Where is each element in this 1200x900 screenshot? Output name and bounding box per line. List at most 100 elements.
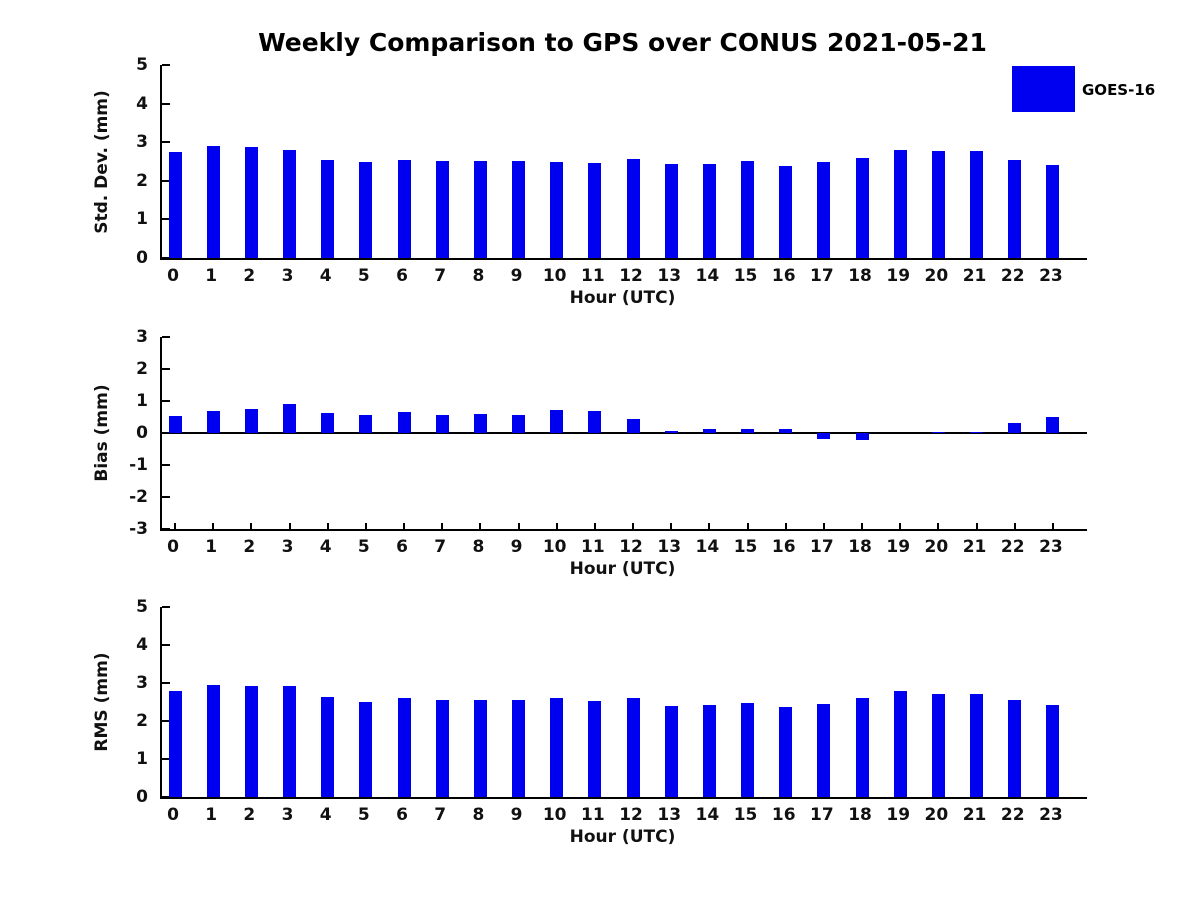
plot-area-bias xyxy=(160,336,1087,531)
bar-hour-8 xyxy=(473,414,487,433)
bar-hour-16 xyxy=(779,165,793,258)
y-tick-mark xyxy=(162,496,170,498)
plot-area-std-dev xyxy=(160,64,1087,260)
bar-hour-18 xyxy=(855,433,869,441)
x-tick-mark xyxy=(670,523,673,529)
x-tick-label: 13 xyxy=(657,266,682,286)
bar-hour-11 xyxy=(588,410,602,433)
x-tick-mark xyxy=(555,523,558,529)
x-tick-label: 0 xyxy=(167,537,179,557)
y-tick-mark xyxy=(162,336,170,338)
x-tick-mark xyxy=(288,523,291,529)
bar-hour-15 xyxy=(741,429,755,433)
x-tick-label: 19 xyxy=(886,805,911,825)
bar-hour-9 xyxy=(512,160,526,258)
x-tick-mark xyxy=(1051,523,1054,529)
x-tick-label: 20 xyxy=(924,266,949,286)
y-tick-mark xyxy=(162,682,170,684)
x-tick-mark xyxy=(1013,523,1016,529)
x-tick-label: 23 xyxy=(1039,537,1063,557)
x-tick-label: 16 xyxy=(771,537,796,557)
bar-hour-6 xyxy=(397,698,411,797)
x-tick-label: 14 xyxy=(695,805,720,825)
y-axis-label: Std. Dev. (mm) xyxy=(92,89,112,234)
x-tick-label: 5 xyxy=(357,266,370,286)
x-tick-mark xyxy=(937,523,940,529)
y-tick-mark xyxy=(162,179,170,182)
bar-hour-12 xyxy=(626,698,640,797)
x-tick-label: 21 xyxy=(962,805,987,825)
bar-hour-8 xyxy=(473,699,487,797)
bar-hour-1 xyxy=(206,146,220,258)
bar-hour-4 xyxy=(321,697,335,797)
x-tick-mark xyxy=(326,523,329,529)
y-tick-label: -2 xyxy=(129,487,148,507)
x-tick-label: 15 xyxy=(733,537,758,557)
x-tick-label: 11 xyxy=(581,266,605,286)
bar-hour-22 xyxy=(1008,700,1022,797)
x-tick-label: 17 xyxy=(810,266,834,286)
x-tick-mark xyxy=(441,523,444,529)
y-tick-mark xyxy=(162,606,170,608)
x-tick-label: 23 xyxy=(1039,805,1063,825)
x-tick-mark xyxy=(975,523,978,529)
x-tick-label: 13 xyxy=(657,537,682,557)
x-tick-mark xyxy=(784,523,787,529)
x-tick-label: 18 xyxy=(848,266,872,286)
x-tick-label: 9 xyxy=(510,805,523,825)
x-tick-label: 12 xyxy=(619,266,643,286)
y-tick-mark xyxy=(162,796,170,798)
bar-hour-12 xyxy=(626,158,640,258)
x-tick-mark xyxy=(364,523,367,529)
bar-hour-20 xyxy=(931,693,945,797)
x-tick-label: 9 xyxy=(510,537,523,557)
y-tick-label: 2 xyxy=(136,359,148,379)
bar-hour-6 xyxy=(397,159,411,258)
y-axis-label: Bias (mm) xyxy=(92,384,112,482)
y-tick-label: 3 xyxy=(136,132,148,153)
bar-hour-2 xyxy=(244,686,258,797)
x-tick-label: 2 xyxy=(243,537,256,557)
x-tick-label: 10 xyxy=(542,537,567,557)
legend-swatch-goes16 xyxy=(1012,66,1075,112)
x-tick-label: 7 xyxy=(434,805,447,825)
x-tick-label: 15 xyxy=(733,805,758,825)
bar-hour-9 xyxy=(512,699,526,797)
y-tick-label: 3 xyxy=(136,327,148,347)
y-tick-mark xyxy=(162,102,170,105)
x-tick-mark xyxy=(899,523,902,529)
x-tick-label: 6 xyxy=(396,805,408,825)
x-tick-mark xyxy=(861,523,864,529)
bar-hour-19 xyxy=(893,149,907,258)
x-tick-mark xyxy=(174,523,176,529)
bar-hour-13 xyxy=(664,431,678,433)
x-tick-label: 1 xyxy=(205,266,218,286)
x-tick-label: 22 xyxy=(1000,805,1025,825)
y-tick-label: 1 xyxy=(136,209,148,230)
y-tick-label: 0 xyxy=(136,787,148,807)
x-tick-label: 4 xyxy=(319,537,332,557)
bar-hour-14 xyxy=(702,163,716,258)
bar-hour-17 xyxy=(817,703,831,797)
bar-hour-20 xyxy=(931,432,945,433)
bar-hour-10 xyxy=(550,409,564,433)
x-tick-label: 14 xyxy=(695,266,720,286)
x-tick-label: 7 xyxy=(434,537,447,557)
x-tick-label: 6 xyxy=(396,537,408,557)
y-tick-mark xyxy=(162,758,170,760)
x-tick-label: 10 xyxy=(542,266,567,286)
y-tick-mark xyxy=(162,644,170,646)
x-tick-mark xyxy=(403,523,406,529)
x-tick-label: 19 xyxy=(886,537,911,557)
x-tick-label: 23 xyxy=(1039,266,1063,286)
bar-hour-3 xyxy=(283,686,296,797)
y-tick-mark xyxy=(162,400,170,402)
y-tick-mark xyxy=(162,141,170,144)
x-tick-label: 12 xyxy=(619,537,643,557)
zero-axis-line xyxy=(162,432,1087,434)
bar-hour-7 xyxy=(435,160,449,258)
x-tick-label: 8 xyxy=(472,537,485,557)
x-tick-label: 16 xyxy=(771,805,796,825)
bar-hour-9 xyxy=(512,415,526,433)
x-tick-mark xyxy=(746,523,749,529)
